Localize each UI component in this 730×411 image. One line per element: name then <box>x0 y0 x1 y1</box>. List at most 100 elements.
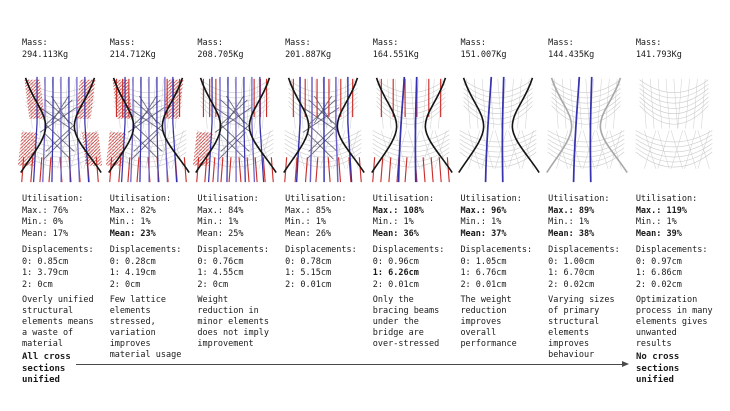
displacements-block: Displacements: 0: 0.28cm 1: 4.19cm 2: 0cm <box>110 245 190 291</box>
displacement-0: 0: 1.00cm <box>548 256 595 267</box>
utilisation-min: Min.: 1% <box>635 217 677 227</box>
displacement-0: 0: 0.78cm <box>285 256 332 267</box>
utilisation-block: Utilisation: Max.: 82% Min.: 1% Mean: 23% <box>110 194 190 240</box>
displacement-2: 2: 0cm <box>22 279 53 290</box>
axis-arrowhead-icon <box>622 361 629 367</box>
column-note: Few lattice elements stressed, variation… <box>109 295 182 360</box>
utilisation-title: Utilisation: <box>460 194 522 204</box>
utilisation-mean: Mean: 25% <box>197 228 244 239</box>
structure-diagram <box>17 76 103 183</box>
displacements-title: Displacements: <box>285 245 357 255</box>
mass-value: 141.793Kg <box>635 49 682 60</box>
utilisation-mean: Mean: 36% <box>372 228 419 239</box>
structure-diagram <box>105 76 190 183</box>
utilisation-title: Utilisation: <box>285 194 347 204</box>
utilisation-block: Utilisation: Max.: 85% Min.: 1% Mean: 26% <box>285 194 365 240</box>
column-note: Weight reduction in minor elements does … <box>197 295 270 349</box>
structure-diagram <box>193 76 278 183</box>
displacements-block: Displacements: 0: 0.97cm 1: 6.86cm 2: 0.02c… <box>636 245 716 291</box>
mass-label: Mass: <box>197 38 223 48</box>
mass-block: Mass: 141.793Kg <box>636 38 716 61</box>
structure-diagram <box>458 76 541 183</box>
mass-label: Mass: <box>285 38 311 48</box>
displacements-block: Displacements: 0: 0.78cm 1: 5.15cm 2: 0.01c… <box>285 245 365 291</box>
displacement-0: 0: 0.85cm <box>22 256 69 267</box>
displacements-title: Displacements: <box>109 245 182 255</box>
displacement-2: 2: 0.02cm <box>635 279 682 290</box>
utilisation-min: Min.: 1% <box>109 217 151 227</box>
displacements-block: Displacements: 0: 1.05cm 1: 6.76cm 2: 0.01c… <box>460 245 540 291</box>
utilisation-min: Min.: 1% <box>372 217 414 227</box>
column-2: Mass: 214.712Kg Utilisation: Max.: 82% Min.:… <box>102 0 190 361</box>
axis-left-label: All cross sections unified <box>22 352 71 385</box>
structure-diagram <box>370 76 453 183</box>
column-note: Varying sizes of primary structural elem… <box>548 295 615 360</box>
displacement-1: 1: 5.15cm <box>285 268 332 278</box>
displacements-title: Displacements: <box>372 245 445 255</box>
column-note: The weight reduction improves overall pe… <box>460 295 517 349</box>
columns-row: Mass: 294.113Kg Utilisation: Max.: 76% Min.:… <box>14 0 716 361</box>
utilisation-max: Max.: 119% <box>635 205 687 216</box>
column-note: Overly unified structural elements means… <box>22 295 94 349</box>
mass-value: 201.887Kg <box>285 49 332 60</box>
mass-value: 208.705Kg <box>197 49 244 60</box>
displacement-0: 0: 0.28cm <box>109 256 156 267</box>
utilisation-max: Max.: 76% <box>22 205 69 216</box>
structure-diagram <box>546 76 628 183</box>
utilisation-block: Utilisation: Max.: 119% Min.: 1% Mean: 39% <box>636 194 716 240</box>
displacement-1: 1: 6.76cm <box>460 268 507 278</box>
displacement-0: 0: 1.05cm <box>460 256 507 267</box>
utilisation-min: Min.: 1% <box>285 217 327 227</box>
axis-right-label: No cross sections unified <box>636 352 680 385</box>
utilisation-block: Utilisation: Max.: 84% Min.: 1% Mean: 25% <box>197 194 277 240</box>
mass-value: 214.712Kg <box>109 49 156 60</box>
column-4: Mass: 201.887Kg Utilisation: Max.: 85% Min.:… <box>277 0 365 361</box>
utilisation-max: Max.: 82% <box>109 205 156 216</box>
utilisation-max: Max.: 89% <box>548 205 595 216</box>
utilisation-max: Max.: 84% <box>197 205 244 216</box>
displacement-0: 0: 0.97cm <box>635 256 682 267</box>
column-7: Mass: 144.435Kg Utilisation: Max.: 89% Min.:… <box>540 0 628 361</box>
utilisation-min: Min.: 1% <box>460 217 502 227</box>
mass-label: Mass: <box>22 38 48 48</box>
column-note: Optimization process in many elements gi… <box>635 295 713 349</box>
displacements-title: Displacements: <box>460 245 533 255</box>
utilisation-min: Min.: 1% <box>197 217 239 227</box>
displacement-0: 0: 0.76cm <box>197 256 244 267</box>
utilisation-max: Max.: 96% <box>460 205 507 216</box>
mass-value: 144.435Kg <box>548 49 595 60</box>
displacement-2: 2: 0.01cm <box>460 279 507 290</box>
utilisation-mean: Mean: 39% <box>635 228 682 239</box>
displacement-1: 1: 6.26cm <box>372 268 419 278</box>
mass-value: 151.007Kg <box>460 49 507 60</box>
displacement-2: 2: 0cm <box>197 279 229 290</box>
mass-block: Mass: 208.705Kg <box>197 38 277 61</box>
mass-label: Mass: <box>372 38 399 48</box>
displacement-2: 2: 0cm <box>109 279 141 290</box>
utilisation-block: Utilisation: Max.: 108% Min.: 1% Mean: 36% <box>373 194 453 240</box>
column-6: Mass: 151.007Kg Utilisation: Max.: 96% Min.:… <box>452 0 541 361</box>
utilisation-title: Utilisation: <box>635 194 698 204</box>
utilisation-max: Max.: 108% <box>372 205 424 216</box>
displacement-1: 1: 6.86cm <box>635 268 682 278</box>
displacement-2: 2: 0.01cm <box>372 279 419 290</box>
displacements-block: Displacements: 0: 0.76cm 1: 4.55cm 2: 0cm <box>197 245 277 291</box>
displacements-block: Displacements: 0: 1.00cm 1: 6.70cm 2: 0.02c… <box>548 245 628 291</box>
utilisation-mean: Mean: 17% <box>22 228 69 239</box>
utilisation-min: Min.: 0% <box>22 217 63 227</box>
utilisation-block: Utilisation: Max.: 96% Min.: 1% Mean: 37% <box>460 194 540 240</box>
utilisation-title: Utilisation: <box>197 194 259 204</box>
displacement-0: 0: 0.96cm <box>372 256 419 267</box>
utilisation-title: Utilisation: <box>22 194 84 204</box>
utilisation-mean: Mean: 26% <box>285 228 332 239</box>
displacement-1: 1: 3.79cm <box>22 268 69 278</box>
structure-diagram <box>283 76 365 183</box>
structure-diagram <box>635 78 713 169</box>
mass-block: Mass: 164.551Kg <box>373 38 453 61</box>
column-1: Mass: 294.113Kg Utilisation: Max.: 76% Min.:… <box>14 0 103 361</box>
red-hatch-patch <box>193 132 214 166</box>
mass-value: 164.551Kg <box>372 49 419 60</box>
mass-block: Mass: 294.113Kg <box>22 38 102 61</box>
utilisation-block: Utilisation: Max.: 89% Min.: 1% Mean: 38% <box>548 194 628 240</box>
utilisation-max: Max.: 85% <box>285 205 332 216</box>
